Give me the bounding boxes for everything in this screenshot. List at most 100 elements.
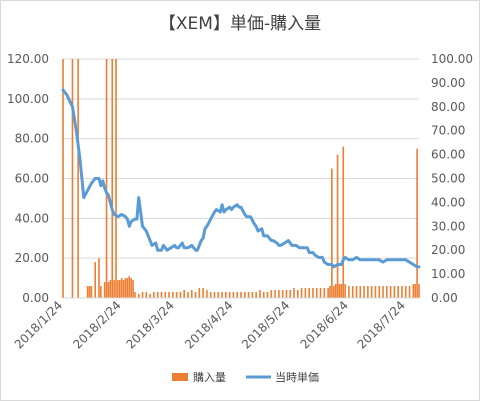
- x-tick-label: 2018/4/24: [182, 298, 235, 351]
- purchase-bar: [153, 292, 155, 298]
- purchase-bar: [213, 292, 216, 298]
- left-tick-label: 120.00: [7, 52, 49, 66]
- purchase-bar: [113, 280, 115, 298]
- purchase-bar: [221, 292, 223, 298]
- purchase-bar: [117, 280, 119, 298]
- purchase-bar: [408, 286, 411, 298]
- purchase-bar: [382, 286, 384, 298]
- purchase-bar: [278, 290, 280, 298]
- left-tick-label: 100.00: [7, 92, 49, 106]
- purchase-bar: [88, 286, 91, 298]
- purchase-bar: [168, 292, 170, 298]
- purchase-bar: [217, 292, 220, 298]
- x-tick-label: 2018/2/24: [70, 298, 123, 351]
- purchase-bar: [418, 284, 420, 298]
- purchase-bar: [281, 290, 284, 298]
- purchase-bar: [111, 59, 114, 298]
- purchase-bar: [251, 292, 254, 298]
- purchase-bar: [228, 292, 231, 298]
- purchase-bar: [240, 292, 242, 298]
- purchase-bar: [206, 290, 208, 298]
- purchase-bar: [342, 146, 345, 298]
- purchase-bar: [124, 278, 127, 298]
- purchase-bar: [94, 262, 96, 298]
- purchase-bar: [122, 280, 125, 298]
- purchase-bar: [103, 282, 106, 298]
- purchase-bar: [304, 288, 307, 298]
- x-tick-label: 2018/1/24: [12, 298, 65, 351]
- x-axis: 2018/1/24 2018/2/24 2018/3/24 2018/4/24 2018…: [12, 298, 408, 351]
- right-tick-label: 80.00: [431, 100, 465, 114]
- left-tick-label: 20.00: [15, 251, 49, 265]
- right-tick-label: 50.00: [431, 172, 465, 186]
- legend: 購入量 当時単価: [172, 370, 319, 384]
- purchase-bar: [386, 286, 388, 298]
- left-tick-label: 40.00: [15, 211, 49, 225]
- purchase-bar: [175, 292, 178, 298]
- purchase-bar: [393, 286, 396, 298]
- purchase-bar: [119, 280, 121, 298]
- purchase-bar: [297, 290, 299, 298]
- gridlines: [63, 58, 419, 299]
- purchase-bar: [71, 59, 74, 298]
- purchase-bar: [183, 290, 185, 298]
- purchase-bar: [100, 286, 102, 298]
- purchase-bar: [308, 288, 310, 298]
- purchase-bars: [62, 59, 420, 298]
- purchase-bar: [255, 292, 257, 298]
- purchase-bar: [141, 292, 144, 298]
- x-tick-label: 2018/7/24: [354, 298, 407, 351]
- purchase-bar: [363, 286, 365, 298]
- purchase-bar: [130, 278, 132, 298]
- purchase-bar: [236, 292, 239, 298]
- purchase-bar: [134, 292, 136, 298]
- purchase-bar: [98, 258, 100, 298]
- purchase-bar: [266, 292, 269, 298]
- purchase-bar: [334, 284, 337, 298]
- purchase-bar: [202, 288, 204, 298]
- purchase-bar: [378, 286, 381, 298]
- purchase-bar: [62, 59, 64, 298]
- purchase-bar: [315, 288, 318, 298]
- purchase-bar: [323, 288, 326, 298]
- left-tick-label: 0.00: [22, 291, 49, 305]
- right-tick-label: 30.00: [431, 219, 465, 233]
- purchase-bar: [137, 294, 140, 298]
- purchase-bar: [156, 292, 159, 298]
- purchase-bar: [397, 286, 399, 298]
- purchase-bar: [128, 276, 131, 298]
- right-tick-label: 20.00: [431, 243, 465, 257]
- purchase-bar: [105, 59, 108, 298]
- purchase-bar: [389, 286, 392, 298]
- x-tick-label: 2018/3/24: [123, 298, 176, 351]
- right-tick-label: 90.00: [431, 76, 465, 90]
- purchase-bar: [209, 292, 212, 298]
- right-axis: 0.00 10.00 20.00 30.00 40.00 50.00 60.00 70.00 8…: [431, 52, 473, 305]
- purchase-bar: [300, 288, 303, 298]
- purchase-bar: [120, 278, 123, 298]
- purchase-bar: [198, 288, 201, 298]
- purchase-bar: [404, 286, 407, 298]
- purchase-bar: [115, 59, 117, 298]
- right-tick-label: 40.00: [431, 195, 465, 209]
- purchase-bar: [109, 280, 112, 298]
- purchase-bar: [270, 290, 273, 298]
- purchase-bar: [312, 288, 314, 298]
- purchase-bar: [359, 286, 362, 298]
- purchase-bar: [414, 284, 417, 298]
- purchase-bar: [164, 292, 167, 298]
- purchase-bar: [285, 290, 288, 298]
- purchase-bar: [126, 278, 129, 298]
- purchase-bar: [331, 168, 333, 298]
- purchase-bar: [190, 290, 193, 298]
- purchase-bar: [262, 292, 265, 298]
- purchase-bar: [289, 290, 292, 298]
- purchase-bar: [145, 292, 148, 298]
- left-tick-label: 60.00: [15, 172, 49, 186]
- purchase-bar: [416, 148, 418, 298]
- price-line: [61, 88, 421, 269]
- purchase-bar: [179, 292, 182, 298]
- purchase-bar: [332, 286, 335, 298]
- purchase-bar: [344, 284, 346, 298]
